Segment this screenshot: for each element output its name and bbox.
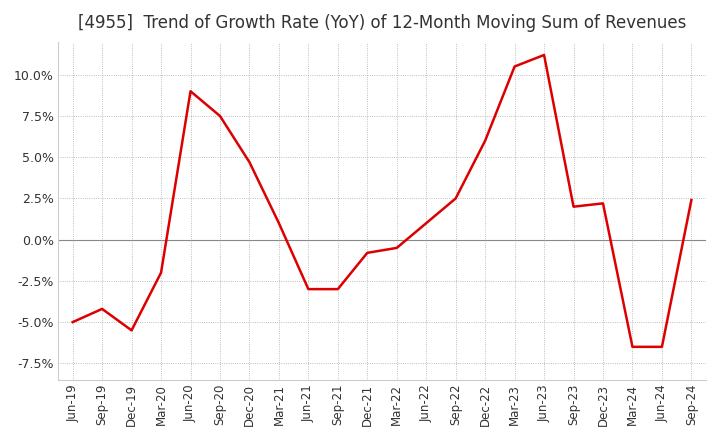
Title: [4955]  Trend of Growth Rate (YoY) of 12-Month Moving Sum of Revenues: [4955] Trend of Growth Rate (YoY) of 12-… (78, 14, 686, 32)
